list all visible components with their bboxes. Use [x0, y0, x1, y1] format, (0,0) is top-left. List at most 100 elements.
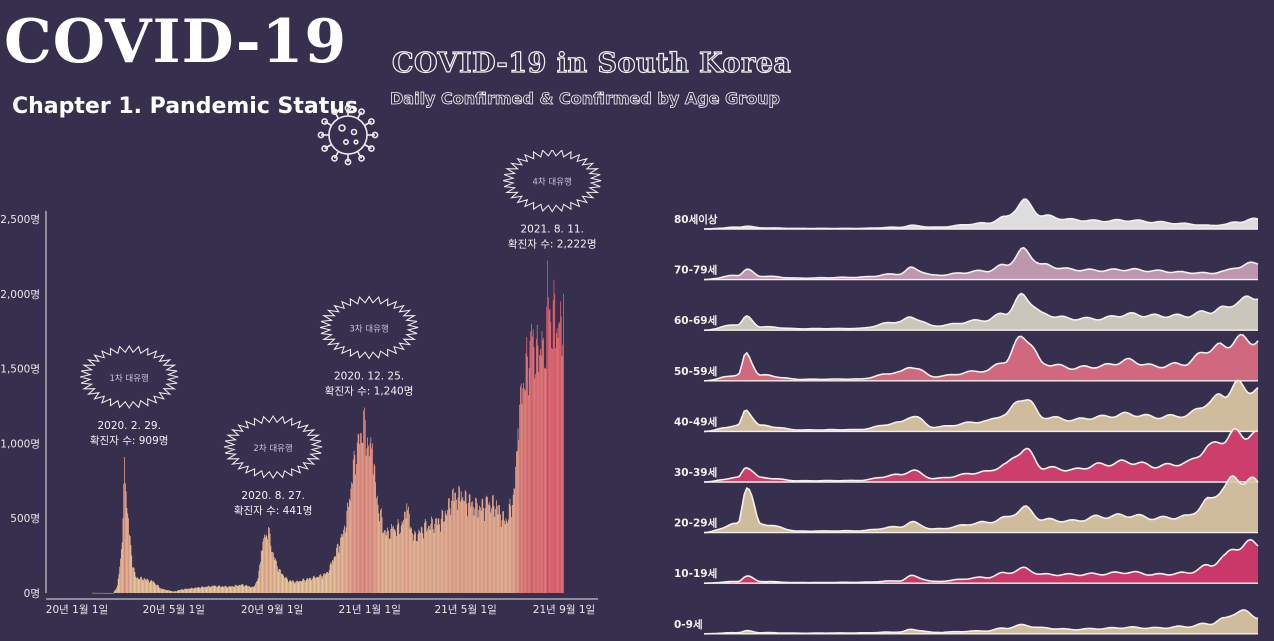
bar — [392, 527, 393, 593]
bar — [308, 578, 310, 593]
chapter-title: Chapter 1. Pandemic Status — [12, 94, 359, 119]
bar — [380, 508, 382, 593]
bar — [164, 589, 165, 593]
bar — [214, 585, 216, 593]
bar — [540, 355, 542, 593]
bar — [524, 390, 526, 593]
bar — [319, 575, 321, 593]
bar — [560, 301, 561, 593]
bar — [352, 483, 353, 593]
ridge-area — [704, 247, 1258, 280]
ridge-area — [704, 539, 1258, 584]
bar — [185, 588, 187, 593]
bar — [276, 560, 277, 593]
bar — [437, 518, 439, 593]
bar — [328, 572, 329, 593]
ridge-line — [703, 246, 1259, 281]
bar — [186, 589, 188, 593]
bar — [120, 549, 122, 593]
bar — [422, 533, 424, 593]
virus-spike-tip — [344, 158, 352, 166]
annotation-2: 2차 대유행 2020. 8. 27. 확진자 수: 441명 — [223, 415, 323, 517]
bar — [208, 585, 209, 593]
bar — [184, 588, 185, 593]
bar — [121, 542, 123, 593]
bar — [421, 527, 423, 593]
bar — [475, 497, 476, 593]
bar — [145, 580, 147, 593]
bar — [181, 589, 183, 593]
bar — [257, 578, 259, 593]
bar — [100, 592, 102, 594]
bar — [306, 578, 308, 593]
bar — [325, 573, 327, 593]
bar — [129, 536, 131, 593]
bar — [301, 580, 303, 593]
bar — [332, 560, 333, 593]
bar — [275, 558, 277, 593]
annotation-wave: 4차 대유행 — [533, 177, 572, 188]
bar — [525, 353, 527, 593]
virus-spike-tip — [367, 118, 375, 125]
bar — [189, 588, 191, 593]
bar — [156, 585, 157, 593]
bar — [147, 578, 149, 593]
bar — [472, 506, 474, 593]
bar — [279, 569, 281, 593]
bar — [236, 586, 238, 593]
ridge-label: 30-39세 — [674, 466, 717, 479]
bar — [522, 388, 524, 593]
bar — [451, 500, 452, 593]
annotations: 1차 대유행 2020. 2. 29. 확진자 수: 909명 2차 대유행 2020.… — [80, 150, 602, 517]
x-axis: 20년 1월 1일 20년 5월 1일 20년 9월 1일 21년 1월 1일 21년 … — [46, 598, 598, 616]
bar — [390, 528, 392, 593]
virus-spike-tip — [358, 154, 365, 162]
bar — [519, 404, 520, 593]
bar — [464, 500, 465, 593]
bar — [562, 344, 564, 593]
bar — [429, 529, 431, 593]
bar — [168, 590, 169, 593]
bar — [254, 585, 256, 593]
bar — [518, 440, 520, 593]
bar — [242, 584, 244, 593]
bar — [399, 534, 400, 593]
bar — [238, 585, 240, 593]
bar — [240, 584, 242, 593]
bar — [466, 503, 468, 593]
bar — [125, 491, 127, 593]
annotation-date: 2021. 8. 11. — [520, 224, 583, 236]
bar — [321, 578, 323, 593]
bar — [118, 574, 120, 593]
bar — [484, 508, 486, 593]
bar — [559, 322, 560, 593]
bar — [456, 509, 458, 593]
bar — [204, 587, 205, 593]
ridge-area — [704, 428, 1258, 482]
bar — [549, 308, 551, 593]
bar — [370, 437, 372, 593]
virus-spike-tip — [317, 131, 325, 139]
bar — [256, 581, 257, 593]
bar — [544, 368, 546, 593]
bar — [229, 586, 231, 593]
ridge-line — [703, 474, 1259, 534]
bar — [307, 578, 309, 593]
bar — [282, 574, 284, 593]
bar — [232, 586, 233, 593]
bar — [531, 323, 532, 593]
bar — [500, 527, 502, 593]
bar — [245, 584, 247, 593]
bar — [323, 573, 325, 593]
bar — [222, 586, 224, 593]
bar — [349, 500, 351, 593]
virus-spike-tip — [321, 145, 329, 152]
bar — [441, 509, 443, 593]
bar — [206, 587, 208, 593]
bar — [158, 586, 160, 593]
ridge-2: 70-79세 — [674, 246, 1259, 281]
bar — [162, 589, 164, 593]
bar — [228, 586, 229, 593]
bar — [558, 323, 560, 593]
bar — [529, 340, 531, 593]
